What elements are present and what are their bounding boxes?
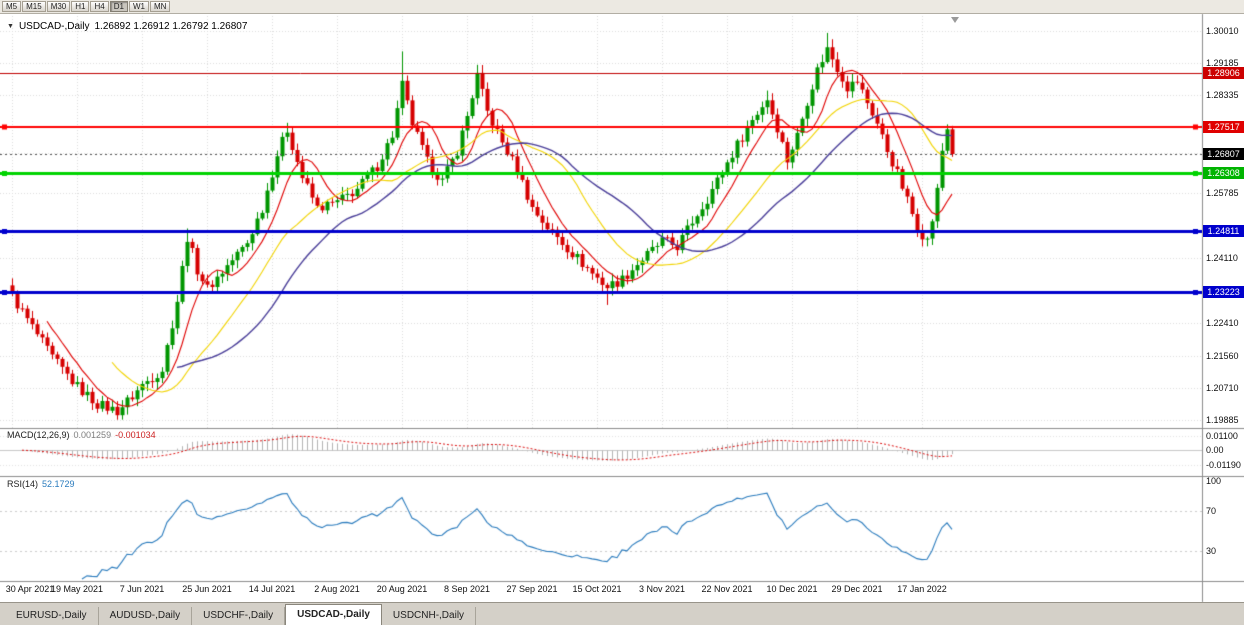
chart-shift-marker-icon[interactable] [951,17,959,23]
macd-axis-label: -0.01190 [1206,460,1241,470]
x-axis-date-label: 10 Dec 2021 [766,584,818,594]
rsi-name: RSI(14) [7,479,39,489]
chart-tab-usdcnh[interactable]: USDCNH-,Daily [382,607,477,625]
timeframe-button-h1[interactable]: H1 [71,1,90,12]
rsi-axis-label: 70 [1206,506,1217,516]
price-level-badge-1.26308: 1.26308 [1203,167,1244,179]
x-axis-date-label: 3 Nov 2021 [638,584,686,594]
timeframe-button-mn[interactable]: MN [149,1,171,12]
collapse-triangle-icon[interactable]: ▼ [7,23,14,30]
x-axis-date-label: 7 Jun 2021 [119,584,165,594]
x-axis-date-label: 2 Aug 2021 [314,584,360,594]
price-level-badge-1.27517: 1.27517 [1203,121,1244,133]
x-axis-date-label: 14 Jul 2021 [248,584,296,594]
rsi-axis-label: 100 [1206,476,1222,486]
chart-tab-audusd[interactable]: AUDUSD-,Daily [99,607,193,625]
x-axis-date-label: 20 Aug 2021 [376,584,428,594]
x-axis-date-label: 19 May 2021 [50,584,104,594]
x-axis-date-label: 15 Oct 2021 [572,584,622,594]
y-axis-label: 1.28335 [1206,90,1239,100]
timeframe-button-m30[interactable]: M30 [46,1,71,12]
timeframe-button-d1[interactable]: D1 [109,1,128,12]
y-axis-label: 1.25785 [1206,188,1239,198]
y-axis-label: 1.30010 [1206,26,1239,36]
macd-axis-label: 0.00 [1206,445,1224,455]
macd-main-value: 0.001259 [73,430,112,440]
macd-axis-label: 0.01100 [1206,431,1238,441]
chart-symbol-label: USDCAD-,Daily [18,21,90,32]
macd-name: MACD(12,26,9) [7,430,70,440]
x-axis-date-label: 27 Sep 2021 [506,584,558,594]
x-axis-date-label: 17 Jan 2022 [897,584,947,594]
y-axis-label: 1.20710 [1206,383,1239,393]
y-axis-label: 1.22410 [1206,318,1239,328]
y-axis-label: 1.19885 [1206,415,1239,425]
timeframe-button-h4[interactable]: H4 [90,1,109,12]
chart-tab-usdcad[interactable]: USDCAD-,Daily [285,604,382,625]
rsi-axis-label: 30 [1206,546,1217,556]
chart-title: ▼ USDCAD-,Daily 1.26892 1.26912 1.26792 … [7,21,247,32]
chart-ohlc-values: 1.26892 1.26912 1.26792 1.26807 [94,21,248,32]
rsi-indicator-label: RSI(14) 52.1729 [7,479,75,489]
timeframe-button-m15[interactable]: M15 [22,1,46,12]
x-axis-date-label: 30 Apr 2021 [5,584,55,594]
macd-signal-value: -0.001034 [115,430,156,440]
y-axis-label: 1.24110 [1206,253,1238,263]
chart-tab-bar: EURUSD-,Daily AUDUSD-,Daily USDCHF-,Daily U… [0,602,1244,625]
x-axis-date-label: 22 Nov 2021 [701,584,753,594]
timeframe-button-m5[interactable]: M5 [2,1,22,12]
y-axis-label: 1.29185 [1206,58,1239,68]
chart-tab-usdchf[interactable]: USDCHF-,Daily [192,607,286,625]
macd-indicator-label: MACD(12,26,9) 0.001259 -0.001034 [7,430,156,440]
current-price-badge: 1.26807 [1203,148,1244,160]
x-axis-date-label: 29 Dec 2021 [831,584,883,594]
y-axis-label: 1.21560 [1206,351,1239,361]
x-axis-date-label: 8 Sep 2021 [443,584,491,594]
chart-tab-eurusd[interactable]: EURUSD-,Daily [5,607,99,625]
price-level-badge-1.23223: 1.23223 [1203,286,1244,298]
price-level-badge-1.28906: 1.28906 [1203,67,1244,79]
x-axis-date-label: 25 Jun 2021 [182,584,232,594]
price-level-badge-1.24811: 1.24811 [1203,225,1244,237]
timeframe-button-w1[interactable]: W1 [128,1,149,12]
timeframe-toolbar: M5 M15 M30 H1 H4 D1 W1 MN [0,0,1244,14]
rsi-value: 52.1729 [42,479,75,489]
